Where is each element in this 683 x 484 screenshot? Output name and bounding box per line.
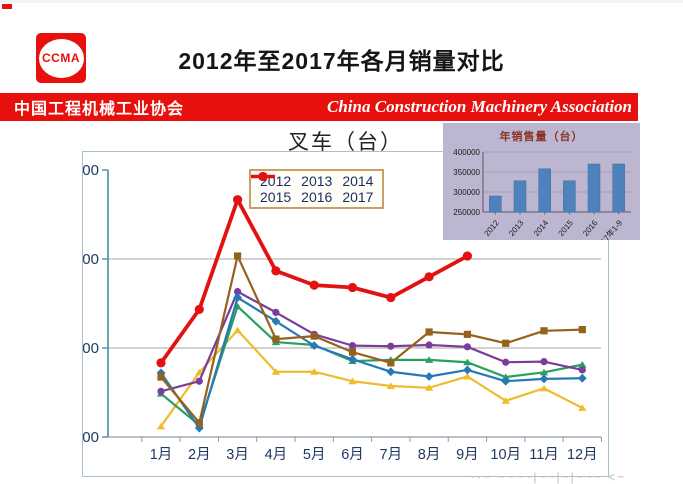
ccma-logo-text: CCMA [42,51,80,65]
footer-watermark: ~·~ ~~~~|~~|~|~~~ <~ [468,470,627,484]
svg-text:3月: 3月 [226,447,249,463]
legend-item-label: 2017 [342,189,374,205]
svg-text:11月: 11月 [529,447,559,463]
legend-item-label: 2015 [260,189,292,205]
corner-red-mark [2,4,12,9]
svg-text:2014: 2014 [532,218,551,238]
legend-item-2014: 2014 [251,172,374,189]
line-chart: 15000 30000 45000 60000 1月 2月 3月 4月 5月 6月 7月 8月 9月 10… [83,162,602,463]
legend-marker-icon [251,171,275,182]
inset-bars [489,163,625,213]
svg-text:2月: 2月 [188,447,211,463]
svg-text:2017年1-9: 2017年1-9 [593,217,625,240]
svg-text:9月: 9月 [456,447,479,463]
line-chart-title: 叉车（台） [288,131,403,154]
y-axis-labels: 15000 30000 45000 60000 [83,162,99,446]
svg-text:2012: 2012 [483,218,502,238]
banner-cn-text: 中国工程机械工业协会 [14,101,185,118]
legend-item-2013: 2013 [251,172,333,189]
svg-text:5月: 5月 [303,447,326,463]
svg-text:350000: 350000 [453,168,480,177]
svg-text:30000: 30000 [83,340,99,357]
svg-text:10月: 10月 [490,447,521,463]
inset-y-axis-labels: 250000 300000 350000 400000 [453,148,480,217]
svg-text:12月: 12月 [567,447,598,463]
annual-sales-inset: 年销售量（台） 250000 300000 350000 400000 2012 2013… [443,123,640,240]
series-line-2015 [156,293,587,433]
legend-item-2017: 2017 [251,171,374,205]
legend-item-2016: 2016 [251,172,333,205]
svg-text:60000: 60000 [83,162,99,179]
legend-item-2015: 2015 [251,172,292,205]
inset-gridlines [482,151,631,213]
legend-item-label: 2016 [301,189,333,205]
series-line-2012 [156,326,587,430]
banner-en-text: China Construction Machinery Association [327,97,632,116]
line-chart-panel: 15000 30000 45000 60000 1月 2月 3月 4月 5月 6月 7月 8月 9月 10… [82,151,609,477]
series-line-2017 [156,195,472,368]
svg-text:2013: 2013 [507,218,526,238]
svg-text:45000: 45000 [83,251,99,268]
svg-text:400000: 400000 [453,148,480,157]
svg-text:2015: 2015 [557,218,576,238]
svg-text:250000: 250000 [453,208,480,217]
association-banner: 中国工程机械工业协会 China Construction Machinery … [0,93,638,121]
svg-text:300000: 300000 [453,188,480,197]
svg-text:6月: 6月 [341,447,364,463]
svg-text:4月: 4月 [265,447,288,463]
svg-text:7月: 7月 [380,447,403,463]
series-line-2014 [157,288,586,395]
legend-item-label: 2014 [342,173,374,189]
top-strip [0,0,683,3]
annual-bar-chart: 250000 300000 350000 400000 2012 2013 2014 2015… [453,148,631,240]
axes [102,169,602,442]
svg-text:15000: 15000 [83,429,99,446]
chart-legend: 2012 2013 2014 2015 2016 2017 [249,169,385,209]
series-line-2016 [157,252,586,427]
svg-text:2016: 2016 [581,218,600,238]
legend-item-label: 2013 [301,173,333,189]
svg-text:1月: 1月 [150,447,173,463]
svg-text:8月: 8月 [418,447,441,463]
page-title: 2012年至2017年各月销量对比 [178,48,505,74]
ccma-logo: CCMA [36,33,86,83]
ccma-logo-ellipse: CCMA [38,38,84,78]
x-axis-labels: 1月 2月 3月 4月 5月 6月 7月 8月 9月 10月 11月 12月 [150,447,598,463]
inset-chart-title: 年销售量（台） [499,131,584,143]
